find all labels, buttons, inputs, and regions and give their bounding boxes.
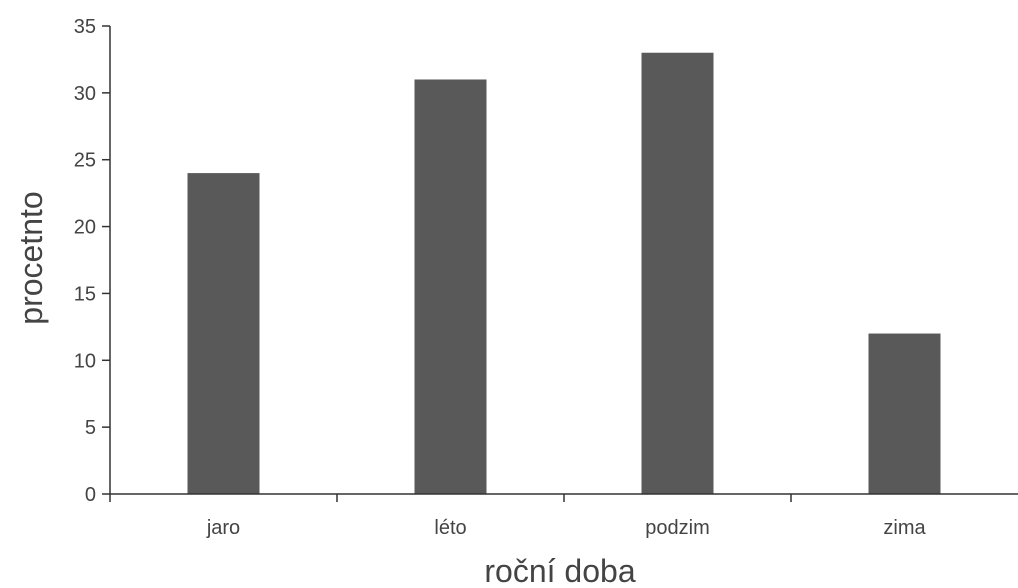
y-tick-label: 15 <box>74 283 96 305</box>
bar-léto <box>414 79 487 494</box>
x-category-labels: jaro léto podzim zima <box>206 517 927 539</box>
bars <box>187 52 941 495</box>
y-tick-label: 10 <box>74 350 96 372</box>
y-tick-label: 0 <box>85 484 96 506</box>
y-tick-label: 35 <box>74 16 96 38</box>
y-tick-label: 5 <box>85 417 96 439</box>
y-axis-title: procetnto <box>13 191 49 324</box>
x-axis-title: roční doba <box>484 553 635 588</box>
x-category-label: zima <box>883 517 926 539</box>
y-tick-label: 20 <box>74 217 96 239</box>
bar-jaro <box>187 173 260 495</box>
bar-podzim <box>641 52 714 494</box>
bar-zima <box>868 333 941 494</box>
y-axis-ticks: 0 5 10 15 20 25 30 35 <box>74 16 110 506</box>
x-category-label: podzim <box>645 517 709 539</box>
x-category-label: jaro <box>206 517 240 539</box>
x-axis-ticks <box>109 494 792 502</box>
y-tick-label: 25 <box>74 150 96 172</box>
x-category-label: léto <box>434 517 466 539</box>
y-tick-label: 30 <box>74 83 96 105</box>
